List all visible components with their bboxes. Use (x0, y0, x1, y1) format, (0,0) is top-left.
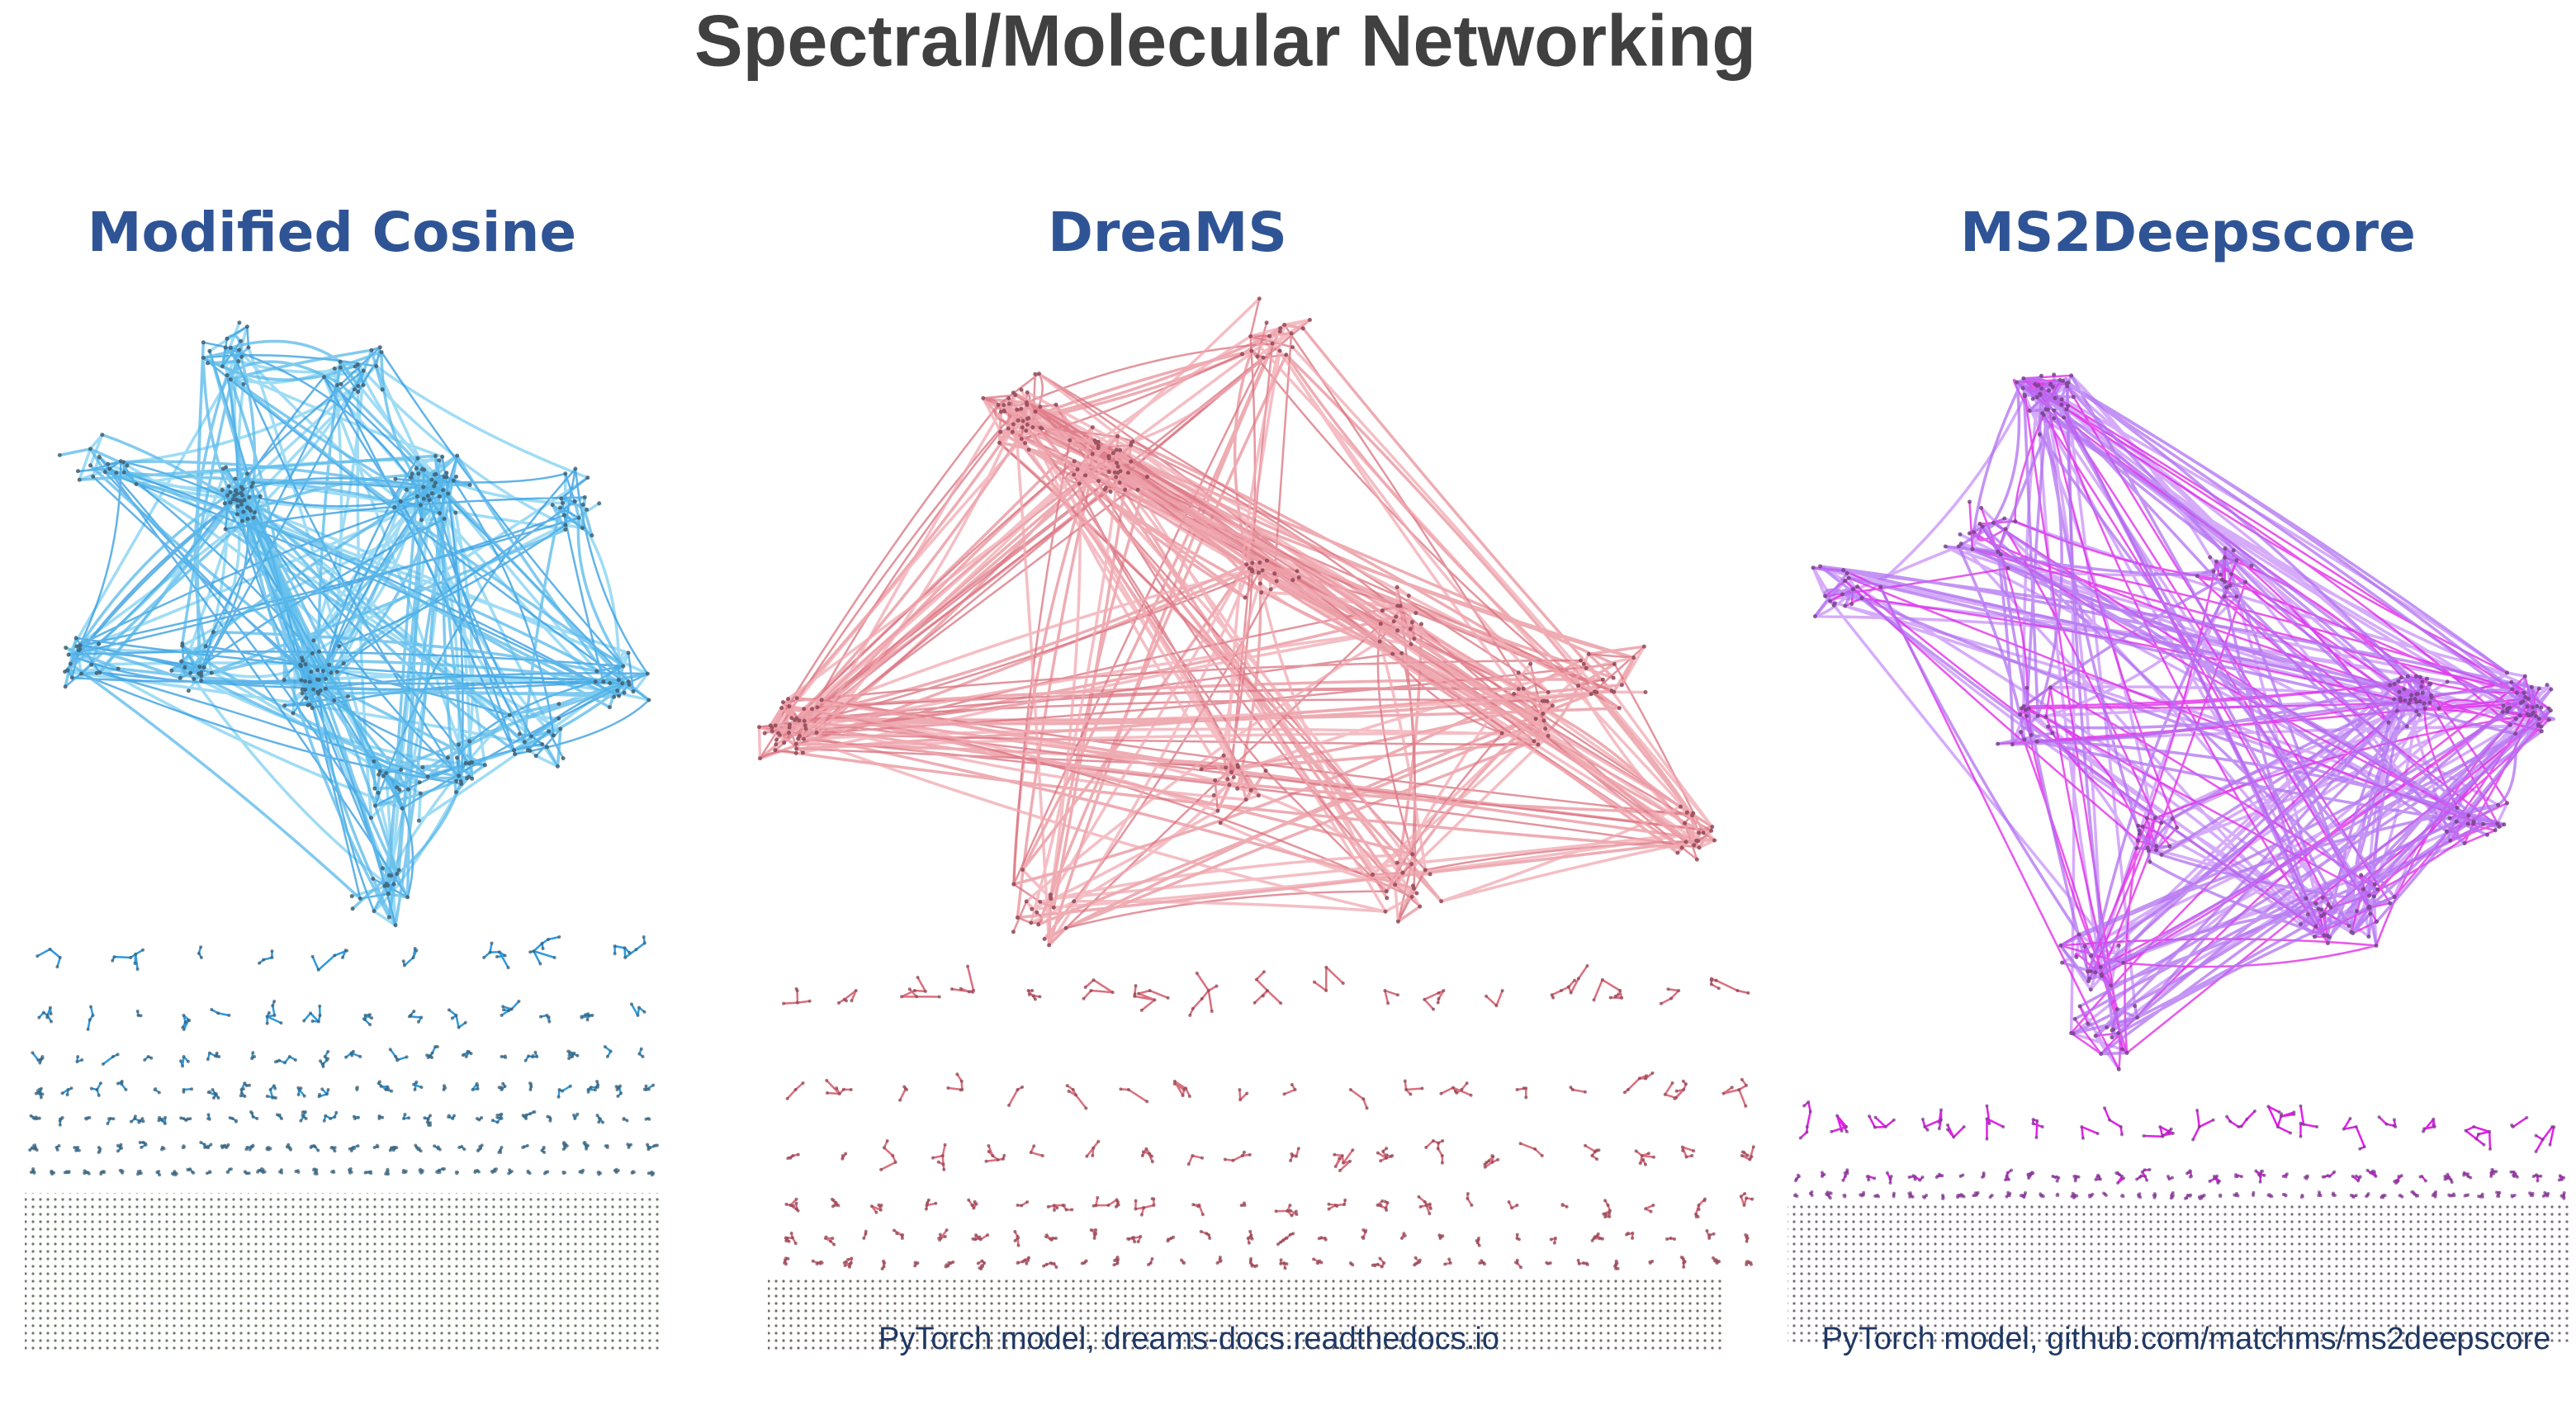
panel-title: MS2Deepscore (1960, 201, 2416, 264)
panel-caption: PyTorch model, github.com/matchms/ms2dee… (1822, 1322, 2551, 1356)
slide-title: Spectral/Molecular Networking (694, 0, 1756, 81)
network-nodes (1811, 372, 2554, 1071)
panel-title: DreaMS (1048, 201, 1287, 264)
networks (25, 296, 2572, 1350)
panel-title: Modified Cosine (88, 201, 576, 264)
component-edges (783, 965, 1755, 1270)
component-nodes (28, 935, 659, 1177)
component-edges (1793, 1101, 2565, 1199)
singleton-grid (768, 1275, 1726, 1350)
component-edges (29, 935, 658, 1176)
singleton-grid (25, 1193, 661, 1350)
panel-caption: PyTorch model, dreams-docs.readthedocs.i… (878, 1322, 1499, 1356)
component-nodes (1792, 1100, 2566, 1200)
singleton-grid (1788, 1205, 2572, 1346)
component-nodes (782, 964, 1755, 1270)
network-edges (59, 334, 651, 926)
